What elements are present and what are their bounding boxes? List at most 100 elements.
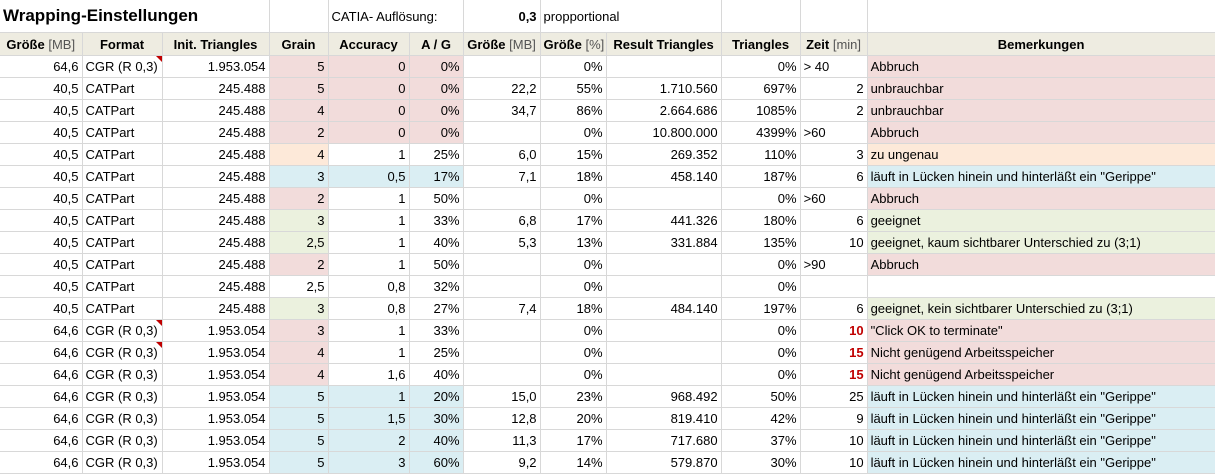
format-cell[interactable]: CGR (R 0,3) [82, 363, 163, 386]
size-cell[interactable]: 64,6 [0, 341, 83, 364]
accuracy-cell[interactable]: 2 [328, 429, 410, 452]
column-header[interactable]: Triangles [721, 32, 801, 56]
triangles-cell[interactable]: 197% [721, 297, 801, 320]
size-cell[interactable]: 40,5 [0, 187, 83, 210]
remarks-cell[interactable]: geeignet, kein sichtbarer Unterschied zu… [867, 297, 1215, 320]
triangles-cell[interactable]: 42% [721, 407, 801, 430]
remarks-cell[interactable]: läuft in Lücken hinein und hinterläßt ei… [867, 165, 1215, 188]
column-header[interactable]: Init. Triangles [162, 32, 270, 56]
ag-cell[interactable]: 0% [409, 55, 464, 78]
remarks-cell[interactable]: Abbruch [867, 253, 1215, 276]
grain-cell[interactable]: 5 [269, 451, 329, 474]
remarks-cell[interactable]: geeignet [867, 209, 1215, 232]
result-size-cell[interactable] [463, 363, 541, 386]
result-percent-cell[interactable]: 18% [540, 297, 607, 320]
result-size-cell[interactable] [463, 55, 541, 78]
accuracy-cell[interactable]: 0 [328, 55, 410, 78]
accuracy-cell[interactable]: 3 [328, 451, 410, 474]
result-percent-cell[interactable]: 0% [540, 341, 607, 364]
column-header[interactable]: Result Triangles [606, 32, 722, 56]
ag-cell[interactable]: 60% [409, 451, 464, 474]
zeit-cell[interactable]: 6 [800, 165, 868, 188]
cell[interactable] [269, 0, 329, 33]
size-cell[interactable]: 64,6 [0, 385, 83, 408]
triangles-cell[interactable]: 187% [721, 165, 801, 188]
result-size-cell[interactable]: 15,0 [463, 385, 541, 408]
init-triangles-cell[interactable]: 1.953.054 [162, 385, 270, 408]
grain-cell[interactable]: 3 [269, 319, 329, 342]
init-triangles-cell[interactable]: 245.488 [162, 77, 270, 100]
remarks-cell[interactable]: Abbruch [867, 121, 1215, 144]
result-triangles-cell[interactable]: 579.870 [606, 451, 722, 474]
zeit-cell[interactable]: 25 [800, 385, 868, 408]
result-triangles-cell[interactable]: 484.140 [606, 297, 722, 320]
zeit-cell[interactable]: 2 [800, 99, 868, 122]
ag-cell[interactable]: 32% [409, 275, 464, 298]
result-size-cell[interactable]: 7,4 [463, 297, 541, 320]
accuracy-cell[interactable]: 0,8 [328, 275, 410, 298]
format-cell[interactable]: CATPart [82, 209, 163, 232]
result-percent-cell[interactable]: 0% [540, 55, 607, 78]
ag-cell[interactable]: 40% [409, 429, 464, 452]
zeit-cell[interactable]: 6 [800, 297, 868, 320]
ag-cell[interactable]: 33% [409, 319, 464, 342]
zeit-cell[interactable]: >60 [800, 121, 868, 144]
size-cell[interactable]: 40,5 [0, 253, 83, 276]
result-percent-cell[interactable]: 86% [540, 99, 607, 122]
size-cell[interactable]: 64,6 [0, 363, 83, 386]
result-triangles-cell[interactable]: 819.410 [606, 407, 722, 430]
grain-cell[interactable]: 5 [269, 55, 329, 78]
zeit-cell[interactable] [800, 275, 868, 298]
grain-cell[interactable]: 5 [269, 407, 329, 430]
format-cell[interactable]: CATPart [82, 165, 163, 188]
result-percent-cell[interactable]: 20% [540, 407, 607, 430]
grain-cell[interactable]: 4 [269, 99, 329, 122]
zeit-cell[interactable]: 15 [800, 341, 868, 364]
triangles-cell[interactable]: 0% [721, 319, 801, 342]
format-cell[interactable]: CGR (R 0,3) [82, 55, 163, 78]
result-percent-cell[interactable]: 0% [540, 363, 607, 386]
result-triangles-cell[interactable]: 1.710.560 [606, 77, 722, 100]
grain-cell[interactable]: 4 [269, 341, 329, 364]
format-cell[interactable]: CATPart [82, 77, 163, 100]
column-header[interactable]: Accuracy [328, 32, 410, 56]
size-cell[interactable]: 40,5 [0, 143, 83, 166]
result-size-cell[interactable]: 34,7 [463, 99, 541, 122]
triangles-cell[interactable]: 1085% [721, 99, 801, 122]
grain-cell[interactable]: 2 [269, 187, 329, 210]
format-cell[interactable]: CGR (R 0,3) [82, 429, 163, 452]
ag-cell[interactable]: 0% [409, 121, 464, 144]
triangles-cell[interactable]: 0% [721, 187, 801, 210]
column-header[interactable]: Größe [MB] [463, 32, 541, 56]
result-percent-cell[interactable]: 13% [540, 231, 607, 254]
size-cell[interactable]: 64,6 [0, 407, 83, 430]
accuracy-cell[interactable]: 1 [328, 319, 410, 342]
triangles-cell[interactable]: 135% [721, 231, 801, 254]
format-cell[interactable]: CATPart [82, 187, 163, 210]
triangles-cell[interactable]: 30% [721, 451, 801, 474]
grain-cell[interactable]: 2 [269, 253, 329, 276]
format-cell[interactable]: CATPart [82, 99, 163, 122]
accuracy-cell[interactable]: 0,5 [328, 165, 410, 188]
zeit-cell[interactable]: 9 [800, 407, 868, 430]
cell[interactable] [721, 0, 801, 33]
result-percent-cell[interactable]: 14% [540, 451, 607, 474]
result-triangles-cell[interactable] [606, 341, 722, 364]
init-triangles-cell[interactable]: 245.488 [162, 99, 270, 122]
init-triangles-cell[interactable]: 1.953.054 [162, 451, 270, 474]
remarks-cell[interactable]: Abbruch [867, 55, 1215, 78]
result-size-cell[interactable]: 12,8 [463, 407, 541, 430]
result-percent-cell[interactable]: 17% [540, 209, 607, 232]
zeit-cell[interactable]: 10 [800, 231, 868, 254]
remarks-cell[interactable]: läuft in Lücken hinein und hinterläßt ei… [867, 451, 1215, 474]
zeit-cell[interactable]: >90 [800, 253, 868, 276]
catia-value[interactable]: 0,3 [463, 0, 541, 33]
result-percent-cell[interactable]: 23% [540, 385, 607, 408]
zeit-cell[interactable]: 10 [800, 451, 868, 474]
triangles-cell[interactable]: 0% [721, 363, 801, 386]
result-size-cell[interactable] [463, 187, 541, 210]
zeit-cell[interactable]: 2 [800, 77, 868, 100]
result-percent-cell[interactable]: 0% [540, 253, 607, 276]
ag-cell[interactable]: 17% [409, 165, 464, 188]
result-triangles-cell[interactable]: 968.492 [606, 385, 722, 408]
